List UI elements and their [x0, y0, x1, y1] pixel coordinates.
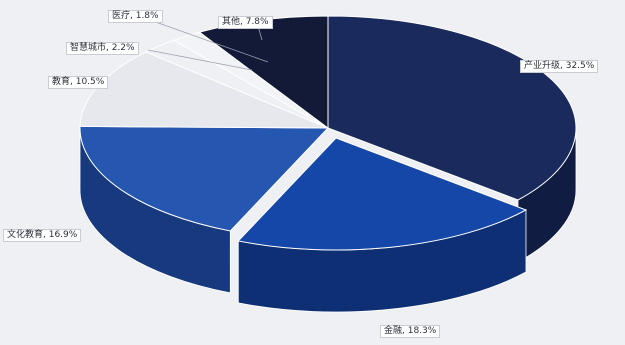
leader-line-医疗	[149, 19, 269, 63]
pie-slice-金融	[237, 137, 528, 251]
pie-slice-产业升级	[327, 15, 577, 201]
slice-label-智慧城市: 智慧城市, 2.2%	[66, 42, 139, 55]
leader-line-智慧城市	[147, 49, 253, 71]
slice-label-文化教育: 文化教育, 16.9%	[3, 229, 82, 242]
pie-slice-文化教育	[79, 125, 330, 232]
slice-label-医疗: 医疗, 1.8%	[108, 10, 163, 23]
slice-label-金融: 金融, 18.3%	[380, 325, 441, 338]
slice-label-其他: 其他, 7.8%	[218, 16, 273, 29]
slice-label-教育: 教育, 10.5%	[48, 76, 109, 89]
slice-label-产业升级: 产业升级, 32.5%	[520, 60, 599, 73]
